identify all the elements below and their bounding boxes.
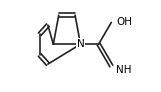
Text: NH: NH (116, 65, 132, 75)
Text: N: N (77, 39, 84, 49)
Text: OH: OH (116, 17, 132, 27)
